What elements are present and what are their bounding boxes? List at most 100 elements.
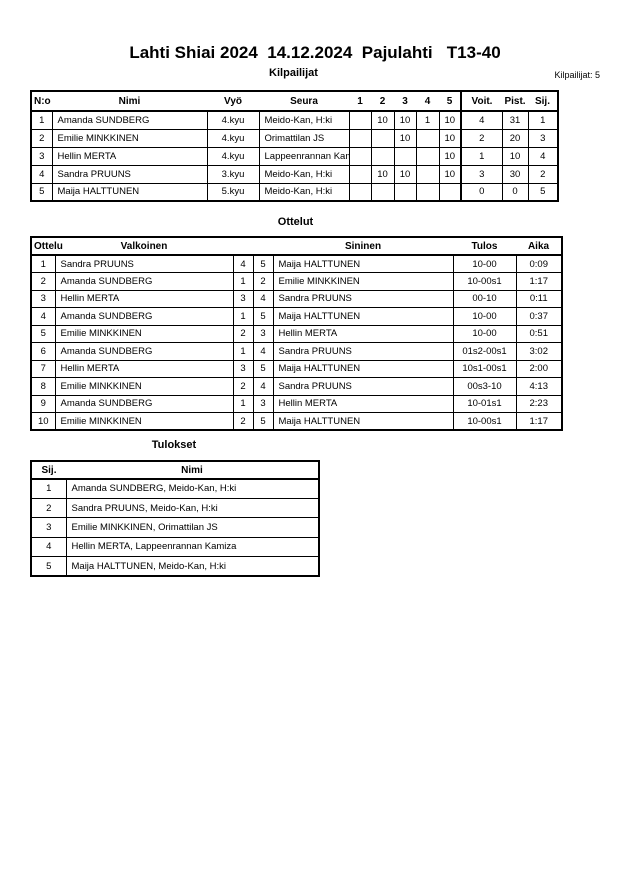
cell-voit: 2 — [460, 128, 503, 148]
cell-valkoinen: Amanda SUNDBERG — [54, 394, 234, 413]
table-row: 8 Emilie MINKKINEN 2 4 Sandra PRUUNS 00s… — [30, 377, 563, 396]
cell-nimi: Hellin MERTA, Lappeenrannan Kamiza — [65, 536, 320, 558]
cell-sij: 1 — [30, 478, 67, 499]
cell-score-1 — [348, 182, 372, 202]
col-header-round-1: 1 — [349, 91, 371, 112]
cell-seura: Meido-Kan, H:ki — [258, 164, 350, 184]
table-row: 7 Hellin MERTA 3 5 Maija HALTTUNEN 10s1-… — [30, 359, 563, 378]
cell-score-5: 10 — [438, 146, 462, 166]
cell-no: 2 — [30, 128, 53, 148]
cell-tulos: 10-01s1 — [452, 394, 517, 413]
cell-sininen-number: 5 — [252, 307, 274, 326]
cell-nimi: Amanda SUNDBERG, Meido-Kan, H:ki — [65, 478, 320, 499]
col-header-tulos: Tulos — [453, 237, 516, 256]
cell-score-3: 10 — [393, 110, 417, 130]
cell-sininen: Maija HALTTUNEN — [272, 307, 454, 326]
cell-score-1 — [348, 110, 372, 130]
cell-valkoinen-number: 2 — [232, 412, 254, 431]
cell-ottelu: 4 — [30, 307, 56, 326]
page-title: Lahti Shiai 2024 14.12.2024 Pajulahti T1… — [129, 43, 501, 62]
table-row: 2 Sandra PRUUNS, Meido-Kan, H:ki — [30, 497, 320, 519]
cell-valkoinen: Sandra PRUUNS — [54, 254, 234, 273]
cell-pist: 20 — [501, 128, 529, 148]
cell-score-3: 10 — [393, 128, 417, 148]
cell-valkoinen: Hellin MERTA — [54, 359, 234, 378]
cell-score-5: 10 — [438, 110, 462, 130]
cell-score-5: 10 — [438, 128, 462, 148]
col-header-round-3: 3 — [394, 91, 416, 112]
cell-aika: 1:17 — [515, 272, 563, 291]
col-header-nimi: Nimi — [52, 91, 207, 112]
cell-score-4 — [415, 146, 440, 166]
cell-no: 5 — [30, 182, 53, 202]
cell-aika: 2:00 — [515, 359, 563, 378]
cell-valkoinen: Emilie MINKKINEN — [54, 377, 234, 396]
cell-sij: 2 — [527, 164, 559, 184]
cell-valkoinen: Amanda SUNDBERG — [54, 342, 234, 361]
cell-sininen-number: 3 — [252, 324, 274, 343]
cell-aika: 1:17 — [515, 412, 563, 431]
cell-aika: 0:09 — [515, 254, 563, 273]
cell-sij: 1 — [527, 110, 559, 130]
table-row: 1 Sandra PRUUNS 4 5 Maija HALTTUNEN 10-0… — [30, 254, 563, 273]
cell-valkoinen: Emilie MINKKINEN — [54, 412, 234, 431]
cell-nimi: Hellin MERTA — [51, 146, 208, 166]
cell-sininen: Maija HALTTUNEN — [272, 412, 454, 431]
cell-ottelu: 10 — [30, 412, 56, 431]
cell-score-3: 10 — [393, 164, 417, 184]
cell-score-2: 10 — [370, 164, 395, 184]
cell-sininen-number: 2 — [252, 272, 274, 291]
cell-pist: 0 — [501, 182, 529, 202]
cell-tulos: 00s3-10 — [452, 377, 517, 396]
cell-sij: 3 — [527, 128, 559, 148]
cell-tulos: 10-00 — [452, 254, 517, 273]
cell-no: 3 — [30, 146, 53, 166]
cell-ottelu: 8 — [30, 377, 56, 396]
competitors-count-label: Kilpailijat: 5 — [554, 70, 600, 80]
cell-sij: 4 — [527, 146, 559, 166]
cell-valkoinen-number: 3 — [232, 289, 254, 308]
cell-valkoinen-number: 1 — [232, 307, 254, 326]
cell-ottelu: 7 — [30, 359, 56, 378]
cell-aika: 2:23 — [515, 394, 563, 413]
cell-ottelu: 3 — [30, 289, 56, 308]
table-row: 3 Emilie MINKKINEN, Orimattilan JS — [30, 517, 320, 538]
kilpailijat-section-heading: Kilpailijat — [269, 67, 318, 79]
cell-voit: 3 — [460, 164, 503, 184]
cell-valkoinen-number: 4 — [232, 254, 254, 273]
col-header-round-5: 5 — [439, 91, 461, 112]
cell-seura: Orimattilan JS — [258, 128, 350, 148]
cell-valkoinen-number: 2 — [232, 377, 254, 396]
cell-sininen: Hellin MERTA — [272, 324, 454, 343]
cell-score-2: 10 — [370, 110, 395, 130]
cell-aika: 4:13 — [515, 377, 563, 396]
cell-nimi: Sandra PRUUNS — [51, 164, 208, 184]
col-header-aika: Aika — [516, 237, 562, 256]
cell-valkoinen: Hellin MERTA — [54, 289, 234, 308]
col-header-nimi: Nimi — [66, 461, 319, 480]
cell-score-1 — [348, 164, 372, 184]
cell-voit: 1 — [460, 146, 503, 166]
cell-pist: 31 — [501, 110, 529, 130]
cell-valkoinen-number: 2 — [232, 324, 254, 343]
cell-sininen-number: 5 — [252, 254, 274, 273]
table-row: 9 Amanda SUNDBERG 1 3 Hellin MERTA 10-01… — [30, 394, 563, 413]
cell-vyo: 4.kyu — [206, 110, 260, 130]
cell-vyo: 4.kyu — [206, 128, 260, 148]
col-header-voit: Voit. — [460, 91, 502, 112]
table-row: 5 Emilie MINKKINEN 2 3 Hellin MERTA 10-0… — [30, 324, 563, 343]
cell-valkoinen-number: 1 — [232, 394, 254, 413]
cell-ottelu: 9 — [30, 394, 56, 413]
cell-sininen-number: 4 — [252, 377, 274, 396]
cell-sininen: Sandra PRUUNS — [272, 289, 454, 308]
cell-valkoinen: Emilie MINKKINEN — [54, 324, 234, 343]
cell-sininen-number: 3 — [252, 394, 274, 413]
cell-ottelu: 2 — [30, 272, 56, 291]
col-header-numbers-spacer — [233, 237, 273, 256]
cell-nimi: Emilie MINKKINEN — [51, 128, 208, 148]
cell-valkoinen: Amanda SUNDBERG — [54, 272, 234, 291]
cell-aika: 3:02 — [515, 342, 563, 361]
table-row: 5 Maija HALTTUNEN 5.kyu Meido-Kan, H:ki … — [30, 182, 559, 202]
table-row: 6 Amanda SUNDBERG 1 4 Sandra PRUUNS 01s2… — [30, 342, 563, 361]
